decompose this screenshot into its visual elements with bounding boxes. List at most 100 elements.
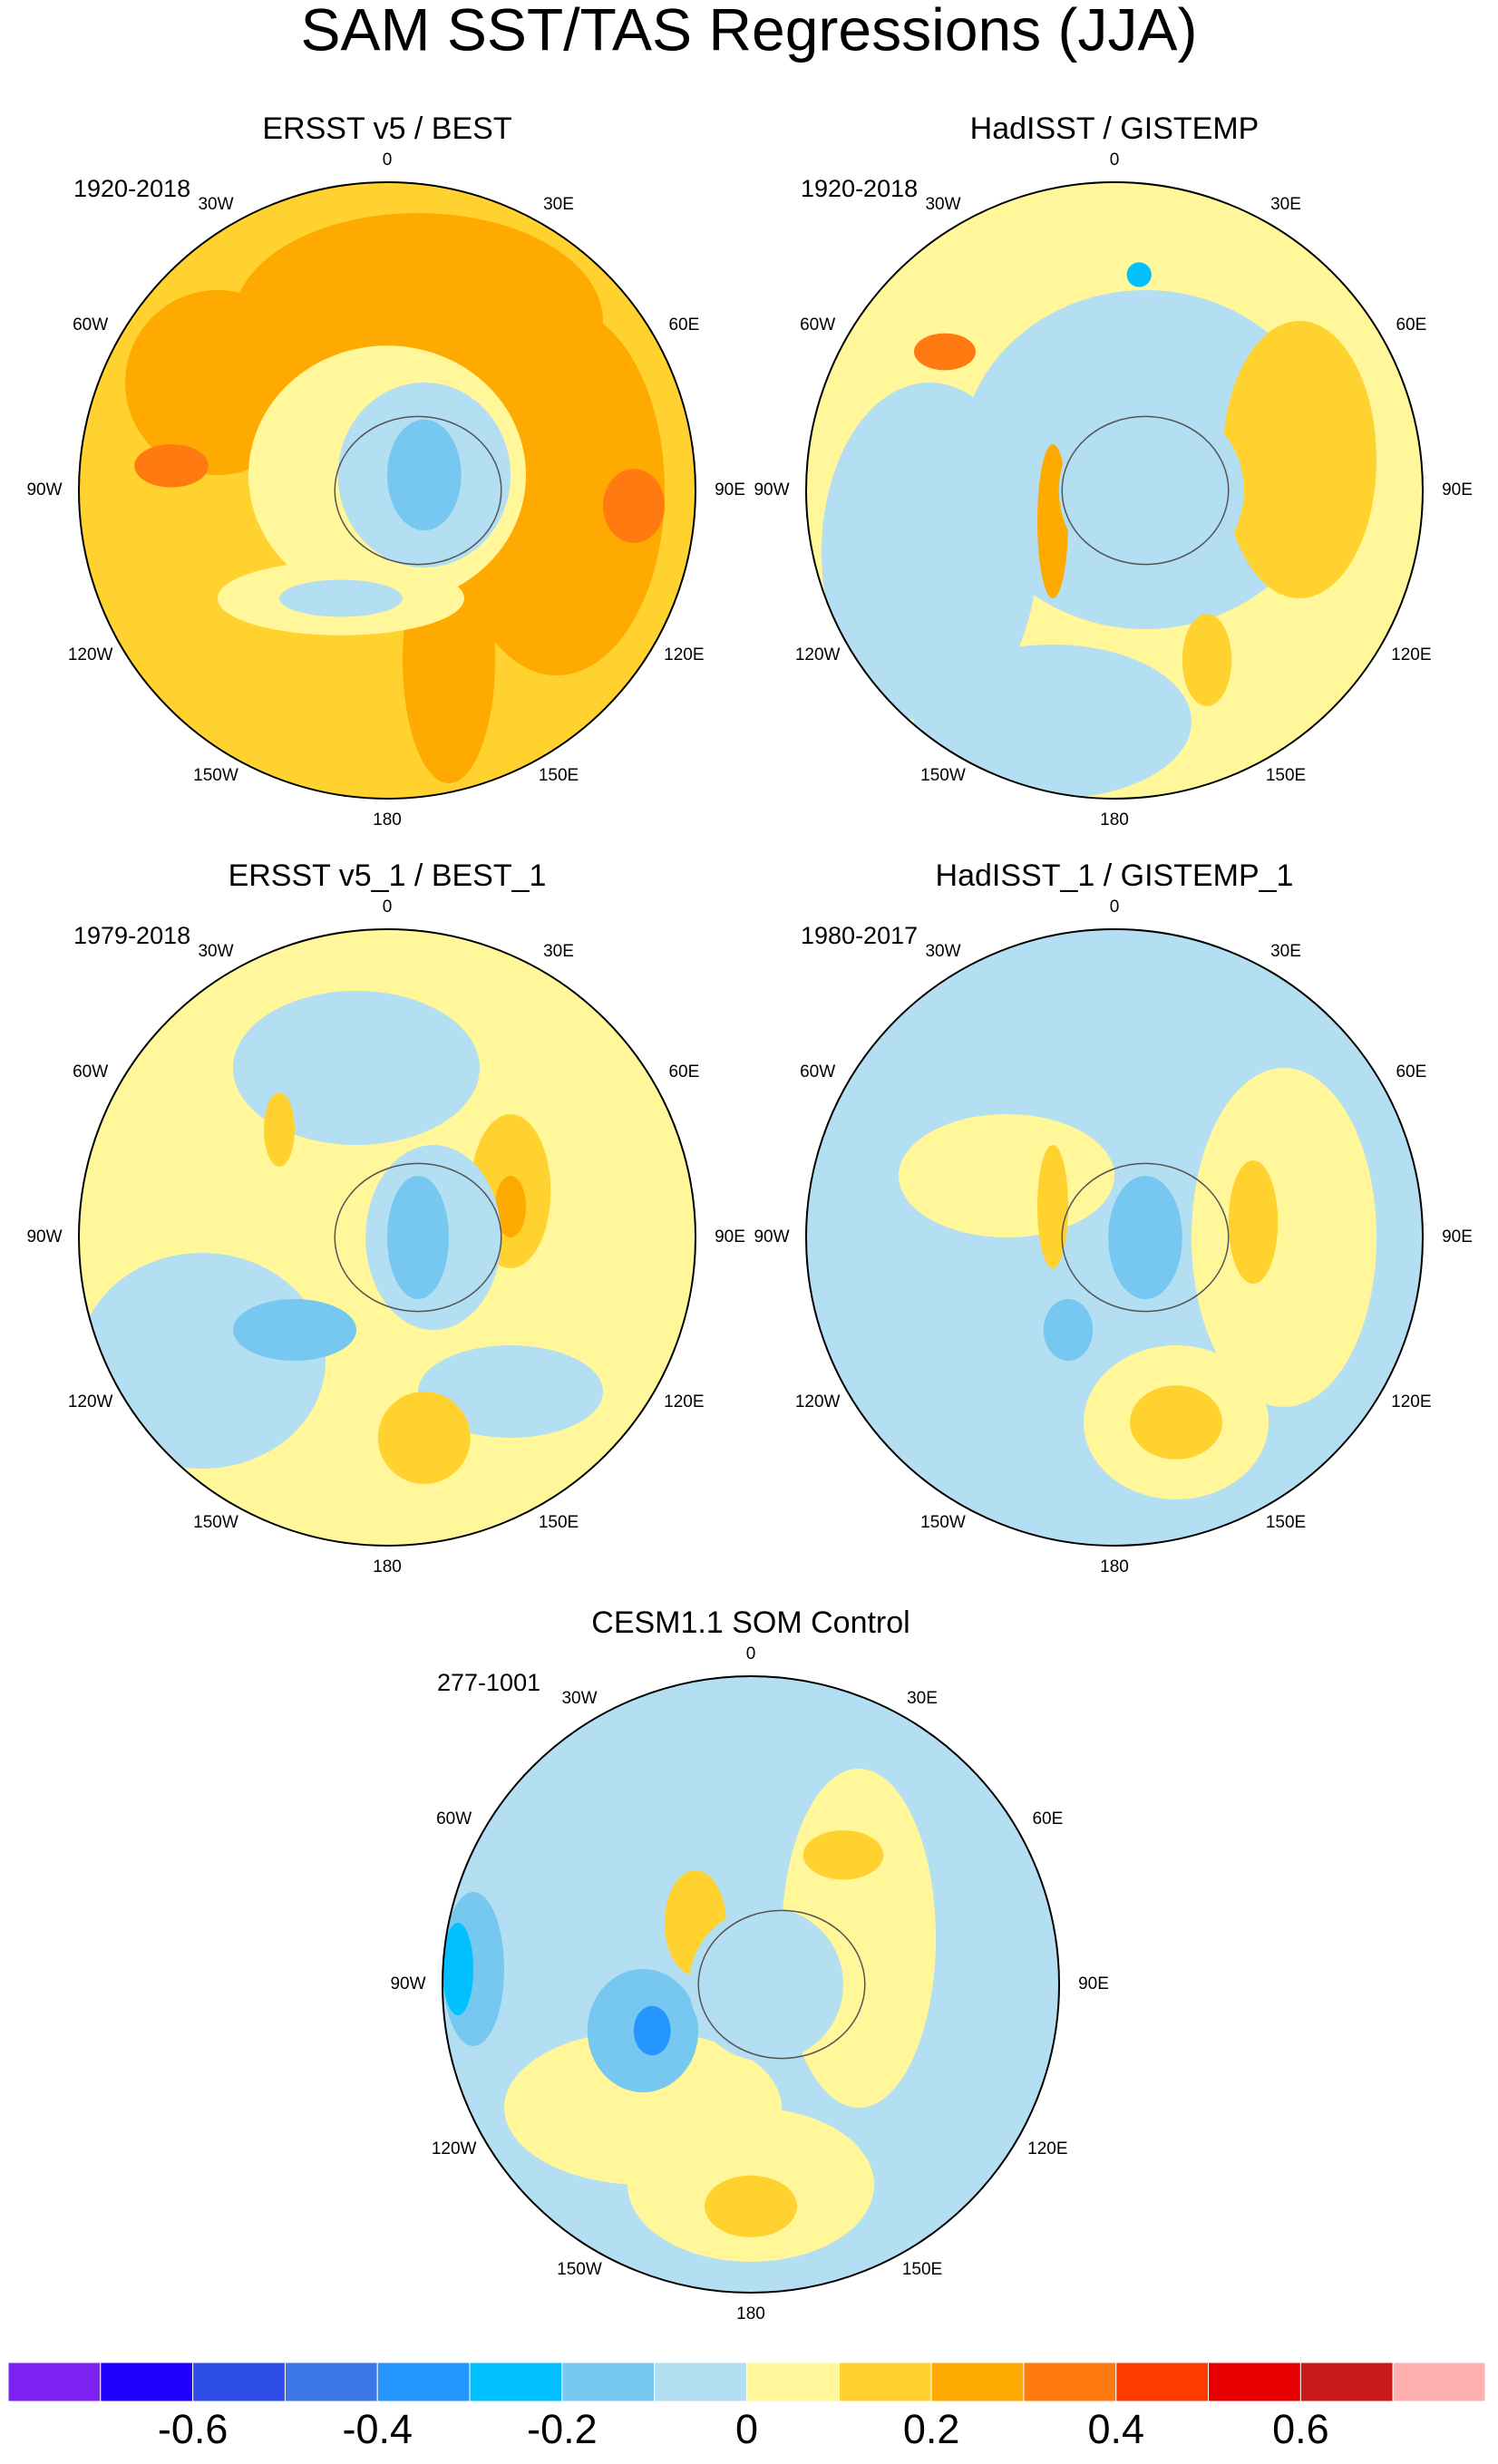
field-region: [1130, 1385, 1222, 1460]
longitude-label: 150W: [557, 2260, 602, 2279]
field-region: [914, 333, 976, 371]
colorbar-label: -0.2: [527, 2406, 598, 2452]
figure-title: SAM SST/TAS Regressions (JJA): [300, 0, 1197, 63]
field-region: [1182, 614, 1232, 706]
longitude-label: 120E: [664, 645, 704, 665]
field-region: [443, 1923, 473, 2015]
period-label: 277-1001: [437, 1669, 540, 1696]
longitude-label: 60E: [1032, 1809, 1063, 1829]
period-label: 1920-2018: [801, 175, 918, 202]
field-region: [1228, 1160, 1279, 1284]
colorbar-box: [376, 2362, 471, 2402]
longitude-label: 150E: [1266, 766, 1306, 785]
longitude-label: 180: [1100, 1557, 1129, 1576]
longitude-label: 60W: [436, 1809, 472, 1829]
longitude-label: 150E: [539, 766, 579, 785]
period-label: 1979-2018: [73, 922, 190, 949]
colorbar-box: [192, 2362, 286, 2402]
field-region: [1037, 1145, 1068, 1268]
longitude-label: 150W: [920, 766, 966, 785]
field-region: [822, 383, 1037, 722]
panel-title: HadISST / GISTEMP: [970, 112, 1260, 146]
period-label: 1920-2018: [73, 175, 190, 202]
colorbar-label: -0.4: [342, 2406, 413, 2452]
longitude-label: 0: [383, 897, 393, 917]
longitude-label: 60E: [668, 1062, 699, 1082]
longitude-label: 150W: [193, 1513, 238, 1532]
longitude-label: 120W: [795, 1392, 841, 1411]
antarctica-coast: [1061, 1162, 1230, 1313]
panel-title: CESM1.1 SOM Control: [591, 1605, 910, 1640]
field-region: [449, 306, 665, 675]
colorbar-label: 0.4: [1087, 2406, 1144, 2452]
longitude-label: 90W: [754, 1227, 789, 1247]
antarctica-coast: [334, 1162, 502, 1313]
colorbar-label: 0.2: [903, 2406, 960, 2452]
antarctica-coast: [334, 415, 502, 566]
colorbar-box: [561, 2362, 656, 2402]
antarctica-coast: [697, 1909, 866, 2060]
field-region: [79, 1253, 326, 1469]
field-region: [1058, 398, 1244, 583]
field-region: [279, 579, 403, 617]
longitude-label: 30E: [1270, 942, 1301, 961]
longitude-label: 60W: [800, 1062, 835, 1082]
field-region: [134, 444, 209, 488]
longitude-label: 0: [746, 1644, 756, 1664]
longitude-label: 180: [373, 810, 402, 829]
colorbar-box: [1299, 2362, 1394, 2402]
longitude-label: 90E: [1442, 480, 1473, 500]
colorbar-box: [284, 2362, 378, 2402]
map-border: [805, 181, 1424, 800]
colorbar-label: 0: [735, 2406, 758, 2452]
colorbar-label: 0.6: [1272, 2406, 1329, 2452]
longitude-label: 60W: [73, 1062, 108, 1082]
colorbar-box: [1023, 2362, 1117, 2402]
longitude-label: 180: [736, 2304, 765, 2323]
field-region: [264, 1092, 295, 1167]
field-region: [233, 1299, 356, 1361]
longitude-label: 30W: [198, 942, 233, 961]
field-region: [1222, 321, 1376, 598]
map: [443, 1676, 1059, 2293]
longitude-label: 120E: [1027, 2139, 1067, 2158]
longitude-label: 30W: [925, 942, 960, 961]
colorbar-label: -0.6: [158, 2406, 229, 2452]
longitude-label: 90W: [26, 1227, 62, 1247]
longitude-label: 90W: [390, 1974, 425, 1994]
colorbar-box: [838, 2362, 932, 2402]
longitude-label: 60E: [1396, 1062, 1426, 1082]
longitude-label: 180: [373, 1557, 402, 1576]
longitude-label: 120E: [664, 1392, 704, 1411]
map: [806, 182, 1423, 799]
field-region: [233, 991, 480, 1145]
panel-title: ERSST v5_1 / BEST_1: [229, 859, 547, 893]
period-label: 1980-2017: [801, 922, 918, 949]
colorbar-box: [654, 2362, 747, 2402]
colorbar-box: [1115, 2362, 1210, 2402]
longitude-label: 30E: [543, 942, 574, 961]
antarctica-coast: [1061, 415, 1230, 566]
longitude-label: 0: [1110, 150, 1120, 170]
longitude-label: 90W: [26, 480, 62, 500]
longitude-label: 150E: [902, 2260, 942, 2279]
panel-title: HadISST_1 / GISTEMP_1: [936, 859, 1294, 893]
longitude-label: 60W: [73, 315, 108, 335]
longitude-label: 30W: [561, 1689, 597, 1708]
map: [79, 929, 696, 1546]
longitude-label: 30W: [198, 195, 233, 214]
colorbar-box: [100, 2362, 194, 2402]
field-region: [705, 2175, 797, 2237]
longitude-label: 30W: [925, 195, 960, 214]
longitude-label: 120W: [68, 1392, 113, 1411]
colorbar-box: [1208, 2362, 1301, 2402]
longitude-label: 150E: [1266, 1513, 1306, 1532]
longitude-label: 60W: [800, 315, 835, 335]
longitude-label: 30E: [907, 1689, 938, 1708]
map-border: [442, 1675, 1060, 2294]
field-region: [387, 1176, 449, 1299]
longitude-label: 150E: [539, 1513, 579, 1532]
panel-title: ERSST v5 / BEST: [262, 112, 511, 146]
field-region: [377, 1392, 471, 1484]
